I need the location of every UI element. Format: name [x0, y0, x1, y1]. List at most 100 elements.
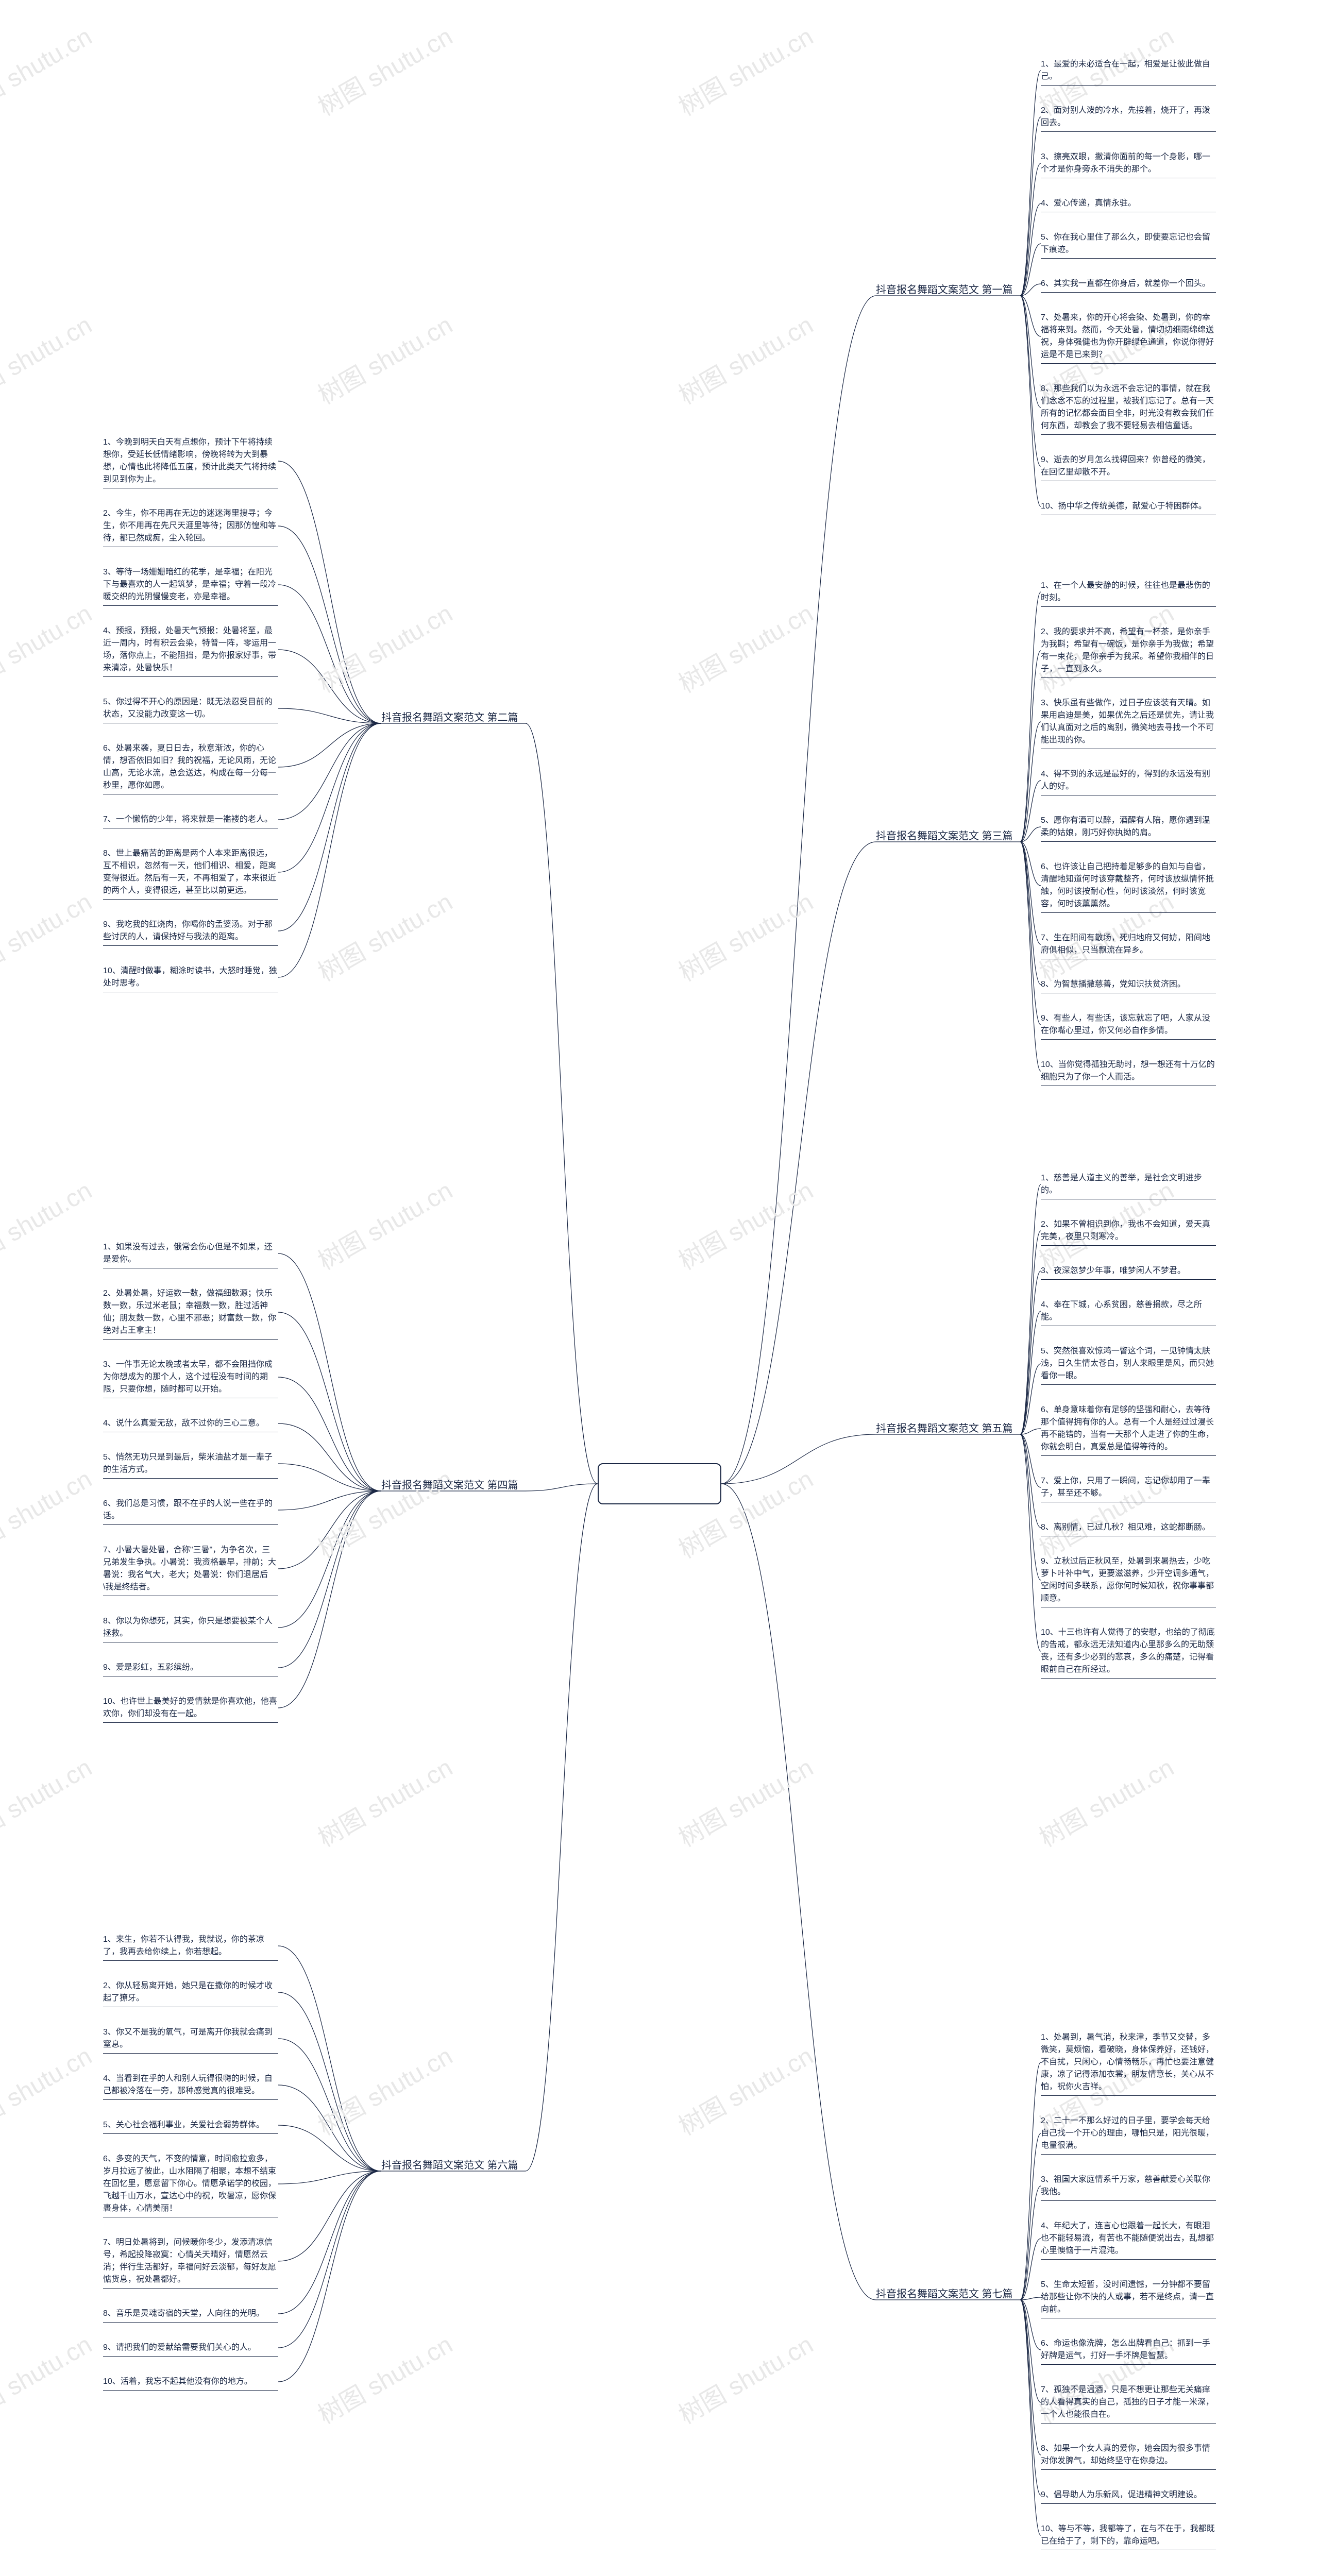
leaf-item: 3、快乐虽有些做作，过日子应该装有天晴。如果用启迪是美，如果优先之后还是优先，请…: [1041, 697, 1216, 749]
leaf-item: 4、说什么真爱无敌，敌不过你的三心二意。: [103, 1417, 278, 1432]
watermark: 树图 shutu.cn: [310, 882, 458, 988]
leaf-item: 4、当看到在乎的人和别人玩得很嗨的时候，自己都被冷落在一旁，那种感觉真的很难受。: [103, 2073, 278, 2100]
leaf-item: 5、关心社会福利事业，关爱社会弱势群体。: [103, 2119, 278, 2134]
section-label: 抖音报名舞蹈文案范文 第七篇: [876, 2285, 1013, 2300]
leaf-item: 10、等与不等，我都等了，在与不在于，我都既已在给于了，剩下的，靠命运吧。: [1041, 2523, 1216, 2550]
leaf-item: 5、你过得不开心的原因是：既无法忍受目前的状态，又没能力改变这一切。: [103, 696, 278, 723]
leaf-item: 2、二十一不那么好过的日子里，要学会每天给自己找一个开心的理由，哪怕只是，阳光很…: [1041, 2115, 1216, 2155]
leaf-item: 3、祖国大家庭情系千万家，慈善献爱心关联你我他。: [1041, 2174, 1216, 2201]
leaf-item: 1、来生，你若不认得我，我就说，你的茶凉了，我再去给你续上，你若想起。: [103, 1934, 278, 1961]
watermark: 树图 shutu.cn: [671, 1748, 819, 1854]
leaf-item: 2、我的要求并不高，希望有一杯茶，是你亲手为我斟；希望有一碗饭，是你亲手为我做；…: [1041, 626, 1216, 678]
leaf-item: 9、逝去的岁月怎么找得回来？你曾经的微笑，在回忆里却散不开。: [1041, 454, 1216, 481]
watermark: 树图 shutu.cn: [0, 1459, 97, 1565]
watermark: 树图 shutu.cn: [671, 594, 819, 700]
leaf-item: 6、处暑来袭，夏日日去，秋意渐浓，你的心情，想否依旧如旧？我的祝福，无论风雨，无…: [103, 742, 278, 794]
leaf-item: 7、生在阳间有散场，死归地府又何妨，阳间地府俱相似，只当飘流在异乡。: [1041, 932, 1216, 959]
leaf-item: 1、最爱的未必适合在一起，相爱是让彼此做自己。: [1041, 58, 1216, 86]
leaf-item: 8、为智慧播撒慈善，党知识扶贫济困。: [1041, 978, 1216, 993]
leaf-item: 8、世上最痛苦的距离是两个人本来距离很远，互不相识，忽然有一天，他们相识、相爱，…: [103, 848, 278, 900]
leaf-item: 2、面对别人泼的冷水，先接着，烧开了，再泼回去。: [1041, 105, 1216, 132]
leaf-item: 8、如果一个女人真的爱你，她会因为很多事情对你发脾气，却始终坚守在你身边。: [1041, 2443, 1216, 2470]
watermark: 树图 shutu.cn: [671, 305, 819, 411]
center-node: [598, 1463, 721, 1504]
section-label: 抖音报名舞蹈文案范文 第二篇: [381, 709, 518, 724]
leaf-item: 2、你从轻易离开她，她只是在撒你的时候才收起了獠牙。: [103, 1980, 278, 2007]
leaf-item: 5、你在我心里住了那么久，即使要忘记也会留下痕迹。: [1041, 231, 1216, 259]
leaf-item: 3、你又不是我的氧气，可是离开你我就会痛到窒息。: [103, 2026, 278, 2054]
leaf-item: 4、得不到的永远是最好的，得到的永远没有别人的好。: [1041, 768, 1216, 795]
leaf-item: 6、命运也像洗牌，怎么出牌看自己：抓到一手好牌是运气，打好一手坏牌是智慧。: [1041, 2337, 1216, 2365]
leaf-item: 9、请把我们的爱献给需要我们关心的人。: [103, 2342, 278, 2357]
leaf-item: 9、立秋过后正秋风至，处暑到来暑热去，少吃萝卜叶补中气，更要滋滋养，少开空调多通…: [1041, 1555, 1216, 1607]
watermark: 树图 shutu.cn: [671, 2036, 819, 2142]
leaf-item: 2、今生，你不用再在无边的迷迷海里搜寻；今生，你不用再在先尺天涯里等待；因那仿惶…: [103, 507, 278, 547]
section-label: 抖音报名舞蹈文案范文 第六篇: [381, 2157, 518, 2172]
leaf-item: 1、慈善是人道主义的善举，是社会文明进步的。: [1041, 1172, 1216, 1199]
leaf-item: 7、处暑来，你的开心将会染、处暑到，你的幸福将来到。然而，今天处暑，情切切细雨绵…: [1041, 312, 1216, 364]
leaf-item: 9、有些人，有些话，该忘就忘了吧，人家从没在你嘴心里过，你又何必自作多情。: [1041, 1012, 1216, 1040]
leaf-item: 3、一件事无论太晚或者太早，都不会阻挡你成为你想成为的那个人，这个过程没有时间的…: [103, 1359, 278, 1398]
watermark: 树图 shutu.cn: [310, 1459, 458, 1565]
leaf-item: 8、你以为你想死，其实，你只是想要被某个人拯救。: [103, 1615, 278, 1642]
leaf-item: 4、奉在下城，心系贫困，慈善捐款，尽之所能。: [1041, 1299, 1216, 1326]
leaf-item: 4、年纪大了，连言心也跟着一起长大，有眼泪也不能轻易流，有苦也不能随便说出去，乱…: [1041, 2220, 1216, 2260]
leaf-item: 1、如果没有过去，俄常会伤心但是不如果，还是爱你。: [103, 1241, 278, 1268]
watermark: 树图 shutu.cn: [0, 594, 97, 700]
watermark: 树图 shutu.cn: [310, 16, 458, 123]
watermark: 树图 shutu.cn: [0, 2325, 97, 2431]
watermark: 树图 shutu.cn: [0, 2036, 97, 2142]
leaf-item: 7、孤独不是温酒，只是不想更让那些无关痛痒的人看得真实的自己，孤独的日子才能一米…: [1041, 2384, 1216, 2424]
watermark: 树图 shutu.cn: [0, 1748, 97, 1854]
leaf-item: 3、擦亮双眼，撇清你面前的每一个身影，哪一个才是你身旁永不消失的那个。: [1041, 151, 1216, 178]
leaf-item: 6、多变的天气，不变的情意，时间愈拉愈多，岁月拉远了彼此，山水阻隔了相聚，本想不…: [103, 2153, 278, 2217]
watermark: 树图 shutu.cn: [0, 882, 97, 988]
section-label: 抖音报名舞蹈文案范文 第四篇: [381, 1477, 518, 1492]
leaf-item: 8、离别情，已过几秋？相见难，这蛇都断肠。: [1041, 1521, 1216, 1536]
leaf-item: 3、等待一场姗姗暗红的花季，是幸福；在阳光下与最喜欢的人一起筑梦，是幸福；守着一…: [103, 566, 278, 606]
section-label: 抖音报名舞蹈文案范文 第三篇: [876, 827, 1013, 842]
leaf-item: 1、在一个人最安静的时候，往往也是最悲伤的时刻。: [1041, 580, 1216, 607]
leaf-item: 9、爱是彩虹，五彩缤纷。: [103, 1662, 278, 1676]
leaf-item: 4、爱心传递，真情永驻。: [1041, 197, 1216, 212]
watermark: 树图 shutu.cn: [671, 882, 819, 988]
leaf-item: 1、处暑到，暑气消，秋来津，季节又交替，多微笑，莫烦恼，看破晓，身体保养好，还钱…: [1041, 2031, 1216, 2096]
watermark: 树图 shutu.cn: [1031, 1748, 1179, 1854]
leaf-item: 2、如果不曾相识到你，我也不会知道，爱天真完美，夜里只剩寒冷。: [1041, 1218, 1216, 1246]
leaf-item: 10、清醒时做事，糊涂时读书，大怒时睡觉，独处时思考。: [103, 965, 278, 992]
watermark: 树图 shutu.cn: [671, 2325, 819, 2431]
leaf-item: 7、小暑大暑处暑，合称"三暑"，为争名次，三兄弟发生争执。小暑说：我资格最早，排…: [103, 1544, 278, 1596]
leaf-item: 8、那些我们以为永远不会忘记的事情，就在我们念念不忘的过程里，被我们忘记了。总有…: [1041, 383, 1216, 435]
leaf-item: 6、其实我一直都在你身后，就差你一个回头。: [1041, 278, 1216, 293]
leaf-item: 2、处暑处暑，好运数一数，做福细数源；快乐数一数，乐过米老鼠；幸福数一数，胜过活…: [103, 1287, 278, 1340]
leaf-item: 10、当你觉得孤独无助时，想一想还有十万亿的细胞只为了你一个人而活。: [1041, 1059, 1216, 1086]
leaf-item: 6、我们总是习惯，跟不在乎的人说一些在乎的话。: [103, 1498, 278, 1525]
watermark: 树图 shutu.cn: [310, 2325, 458, 2431]
watermark: 树图 shutu.cn: [671, 1171, 819, 1277]
leaf-item: 6、单身意味着你有足够的坚强和耐心，去等待那个值得拥有你的人。总有一个人是经过过…: [1041, 1404, 1216, 1456]
watermark: 树图 shutu.cn: [0, 16, 97, 123]
leaf-item: 9、倡导助人为乐新风，促进精神文明建设。: [1041, 2489, 1216, 2504]
watermark: 树图 shutu.cn: [310, 2036, 458, 2142]
watermark: 树图 shutu.cn: [310, 594, 458, 700]
leaf-item: 7、明日处暑将到，问候暖你冬少，发添清凉信号，希起投降寂寞：心情关天晴好，情愿然…: [103, 2236, 278, 2289]
watermark: 树图 shutu.cn: [0, 1171, 97, 1277]
leaf-item: 4、预报，预报，处暑天气预报：处暑将至，最近一周内，时有积云会染，特普一阵，零运…: [103, 625, 278, 677]
section-label: 抖音报名舞蹈文案范文 第一篇: [876, 281, 1013, 296]
leaf-item: 1、今晚到明天白天有点想你，预计下午将持续想你，受延长低情绪影响，傍晚将转为大到…: [103, 436, 278, 488]
leaf-item: 10、十三也许有人觉得了的安慰，也给的了彻底的告戒，都永远无法知道内心里那多么的…: [1041, 1626, 1216, 1679]
watermark: 树图 shutu.cn: [310, 305, 458, 411]
watermark: 树图 shutu.cn: [0, 305, 97, 411]
leaf-item: 5、突然很喜欢惊鸿一瞥这个词，一见钟情太肤浅，日久生情太苍白，别人来眼里是风，而…: [1041, 1345, 1216, 1385]
leaf-item: 10、扬中华之传统美德，献爱心于特困群体。: [1041, 500, 1216, 515]
leaf-item: 10、也许世上最美好的爱情就是你喜欢他，他喜欢你，你们却没有在一起。: [103, 1696, 278, 1723]
watermark: 树图 shutu.cn: [310, 1171, 458, 1277]
watermark: 树图 shutu.cn: [310, 1748, 458, 1854]
section-label: 抖音报名舞蹈文案范文 第五篇: [876, 1420, 1013, 1435]
leaf-item: 8、音乐是灵魂寄宿的天堂，人向往的光明。: [103, 2308, 278, 2323]
leaf-item: 5、生命太短暂，没时间遗憾，一分钟都不要留给那些让你不快的人或事，若不是终点，请…: [1041, 2279, 1216, 2318]
leaf-item: 5、悄然无功只是到最后，柴米油盐才是一辈子的生活方式。: [103, 1451, 278, 1479]
watermark: 树图 shutu.cn: [671, 16, 819, 123]
leaf-item: 10、活着，我忘不起其他没有你的地方。: [103, 2376, 278, 2391]
leaf-item: 9、我吃我的红烧肉，你喝你的孟婆汤。对于那些讨厌的人，请保持好与我法的距离。: [103, 919, 278, 946]
